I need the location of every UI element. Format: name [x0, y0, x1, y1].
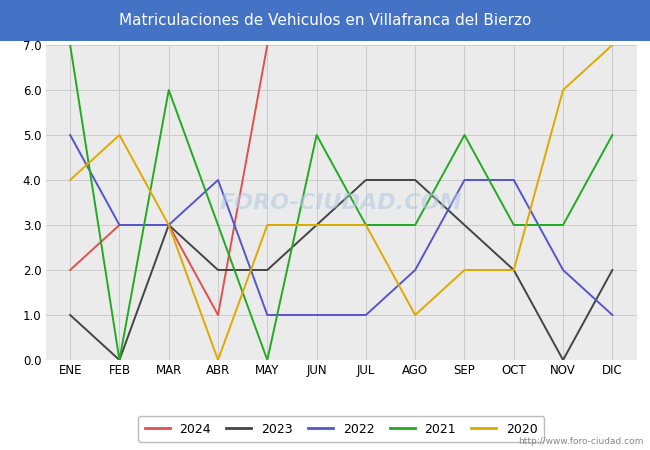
Text: FORO-CIUDAD.COM: FORO-CIUDAD.COM — [220, 193, 463, 212]
Text: Matriculaciones de Vehiculos en Villafranca del Bierzo: Matriculaciones de Vehiculos en Villafra… — [119, 13, 531, 28]
Legend: 2024, 2023, 2022, 2021, 2020: 2024, 2023, 2022, 2021, 2020 — [138, 416, 544, 442]
Text: http://www.foro-ciudad.com: http://www.foro-ciudad.com — [518, 436, 644, 446]
